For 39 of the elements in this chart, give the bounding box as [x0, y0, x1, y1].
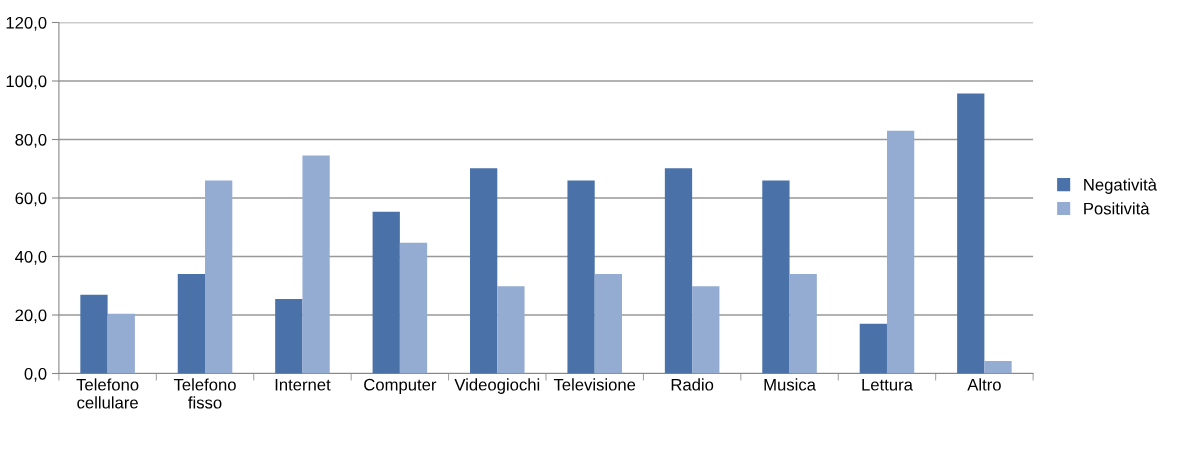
- bar: [205, 180, 233, 374]
- x-tick-label: Lettura: [862, 378, 913, 391]
- bar: [859, 323, 887, 374]
- x-tick-label: Televisione: [553, 378, 636, 391]
- x-tick-label: Telefono cellulare: [76, 378, 139, 409]
- bar: [497, 286, 525, 374]
- x-tick-label: Computer: [364, 378, 437, 394]
- bar: [302, 155, 330, 374]
- y-tick-label: 20,0: [15, 309, 47, 324]
- x-tick-label: Telefono fisso: [173, 378, 236, 409]
- y-tick-label: 0,0: [24, 367, 47, 382]
- bar: [886, 130, 915, 374]
- legend-label: Positività: [1084, 202, 1150, 215]
- bar: [177, 274, 206, 374]
- x-tick-label: Radio: [671, 378, 714, 391]
- bar: [664, 168, 693, 374]
- x-tick-label: Videogiochi: [454, 378, 540, 394]
- bar: [789, 274, 817, 374]
- bar: [567, 180, 595, 374]
- bar: [692, 286, 720, 374]
- y-tick-label: 80,0: [15, 133, 47, 148]
- y-tick-label: 100,0: [6, 75, 47, 90]
- bar: [984, 360, 1012, 374]
- x-tick-label: Altro: [967, 378, 1001, 391]
- x-tick-label: Internet: [275, 378, 331, 391]
- bar: [594, 274, 622, 374]
- bar: [399, 242, 428, 374]
- y-tick-label: 60,0: [15, 192, 47, 207]
- legend-label: Negatività: [1084, 178, 1157, 194]
- y-tick-label: 40,0: [15, 250, 47, 265]
- bar: [762, 180, 790, 374]
- bar: [107, 313, 135, 374]
- bar: [275, 298, 303, 374]
- x-tick-label: Musica: [764, 378, 816, 391]
- bar: [372, 211, 400, 374]
- bar: [470, 168, 498, 374]
- bar: [957, 93, 985, 374]
- bar: [80, 294, 108, 374]
- y-tick-label: 120,0: [6, 16, 47, 31]
